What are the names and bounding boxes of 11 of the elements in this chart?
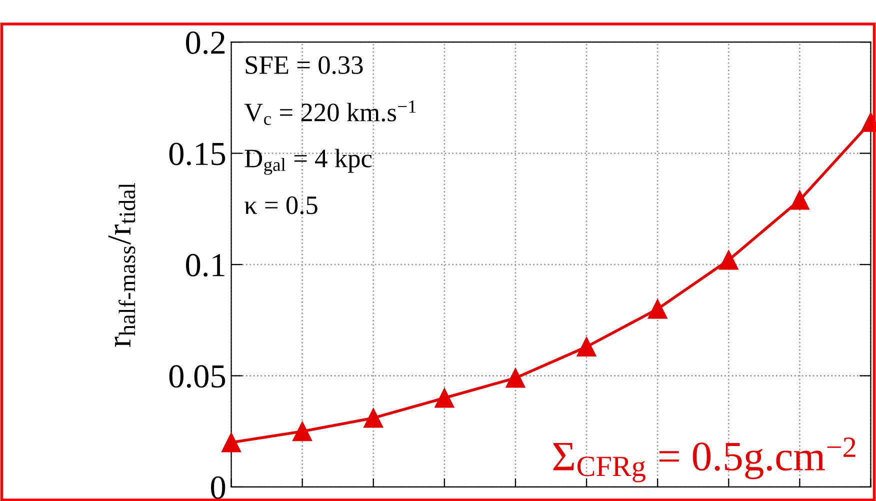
annotation: D$_{gal}$ = 4 kpc [244, 148, 372, 175]
series-label: Σ$_{CFRg}$ = 0.5g.cm$^{−2}$ [553, 438, 856, 482]
annotation: SFE = 0.33 [246, 56, 363, 74]
y-tick-label: 0.05 [169, 365, 226, 388]
y-tick-label: 0.2 [186, 31, 225, 54]
y-tick-label: 0.15 [169, 142, 226, 166]
y-tick-label: 0.1 [186, 254, 224, 277]
annotation: V$_{c}$ = 220 km.s$^{−1}$ [244, 100, 416, 125]
y-axis-title: r$_{half-mass}$/r$_{tidal}$ [108, 183, 136, 347]
annotation: κ = 0.5 [244, 196, 318, 214]
y-tick-label: 0 [211, 476, 226, 499]
